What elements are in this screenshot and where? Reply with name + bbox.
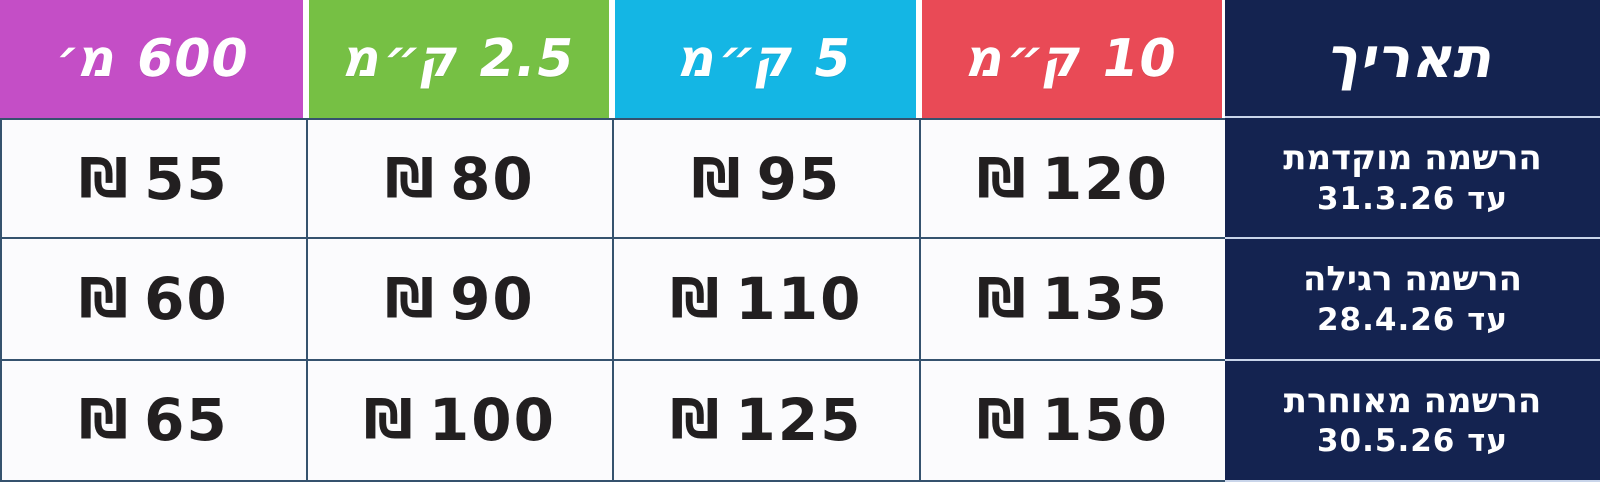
price-cell-early-10km: ₪ 120 (919, 118, 1225, 240)
price-cell-early-5km: ₪ 95 (612, 118, 919, 240)
price-value: 110 (735, 264, 863, 333)
period-label: הרשמה מאוחרת (1283, 380, 1542, 421)
shekel-symbol: ₪ (79, 388, 129, 452)
column-header-10km-label: 10 ק״מ (962, 29, 1182, 89)
period-label: הרשמה מוקדמת (1283, 138, 1542, 179)
price-cell-regular-10km: ₪ 135 (919, 239, 1225, 361)
shekel-symbol: ₪ (385, 146, 435, 210)
shekel-symbol: ₪ (977, 146, 1026, 210)
shekel-symbol: ₪ (691, 146, 741, 210)
price-cell-late-600m: ₪ 65 (0, 360, 306, 482)
price-cell-regular-2-5km: ₪ 90 (306, 239, 612, 361)
price-cell-late-2-5km: ₪ 100 (306, 360, 612, 482)
price-cell-regular-600m: ₪ 60 (0, 239, 306, 361)
price-value: 90 (450, 264, 535, 333)
price-cell-early-600m: ₪ 55 (0, 118, 306, 240)
deadline-label: עד 28.4.26 (1316, 301, 1509, 338)
period-cell-early: הרשמה מוקדמת עד 31.3.26 (1225, 118, 1600, 240)
price-value: 80 (450, 144, 535, 213)
price-cell-late-10km: ₪ 150 (919, 360, 1225, 482)
column-header-5km: 5 ק״מ (615, 0, 916, 118)
price-value: 135 (1041, 264, 1169, 333)
column-header-600m-label: 600 מ׳ (49, 29, 254, 89)
date-header-label: תאריך (1323, 25, 1502, 91)
price-cell-late-5km: ₪ 125 (612, 360, 919, 482)
price-value: 125 (735, 386, 863, 455)
deadline-label: עד 31.3.26 (1316, 180, 1509, 217)
shekel-symbol: ₪ (79, 146, 129, 210)
column-header-cell-10km: 10 ק״מ (919, 0, 1225, 118)
shekel-symbol: ₪ (79, 266, 129, 330)
price-value: 95 (756, 144, 842, 213)
shekel-symbol: ₪ (977, 266, 1026, 330)
column-header-cell-600m: 600 מ׳ (0, 0, 306, 118)
column-header-cell-5km: 5 ק״מ (612, 0, 919, 118)
column-header-2-5km: 2.5 ק״מ (309, 0, 609, 118)
price-value: 100 (428, 386, 556, 455)
shekel-symbol: ₪ (364, 388, 413, 452)
shekel-symbol: ₪ (977, 388, 1026, 452)
date-column-header: תאריך (1225, 0, 1600, 118)
price-cell-early-2-5km: ₪ 80 (306, 118, 612, 240)
price-value: 150 (1041, 386, 1169, 455)
column-header-600m: 600 מ׳ (0, 0, 303, 118)
price-value: 65 (144, 386, 229, 455)
price-value: 60 (144, 264, 229, 333)
column-header-2-5km-label: 2.5 ק״מ (338, 29, 580, 89)
price-value: 55 (144, 144, 229, 213)
period-cell-regular: הרשמה רגילה עד 28.4.26 (1225, 239, 1600, 361)
shekel-symbol: ₪ (670, 266, 720, 330)
shekel-symbol: ₪ (385, 266, 435, 330)
period-cell-late: הרשמה מאוחרת עד 30.5.26 (1225, 360, 1600, 482)
column-header-cell-2-5km: 2.5 ק״מ (306, 0, 612, 118)
shekel-symbol: ₪ (670, 388, 720, 452)
column-header-10km: 10 ק״מ (922, 0, 1222, 118)
deadline-label: עד 30.5.26 (1316, 423, 1509, 460)
column-header-5km-label: 5 ק״מ (674, 29, 857, 89)
price-value: 120 (1041, 144, 1169, 213)
period-label: הרשמה רגילה (1303, 259, 1523, 300)
price-cell-regular-5km: ₪ 110 (612, 239, 919, 361)
